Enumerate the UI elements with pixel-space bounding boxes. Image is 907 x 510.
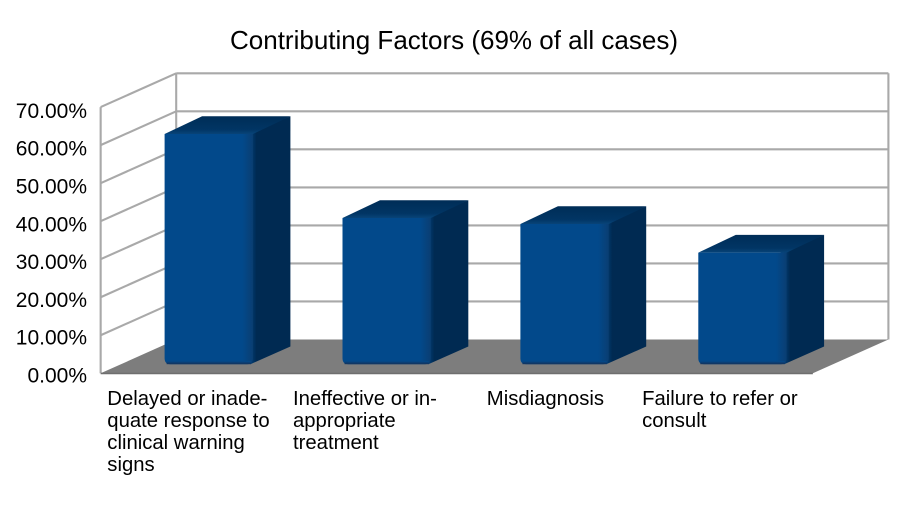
svg-text:50.00%: 50.00% — [16, 176, 87, 199]
svg-text:30.00%: 30.00% — [16, 251, 87, 274]
svg-text:40.00%: 40.00% — [16, 213, 87, 236]
svg-text:10.00%: 10.00% — [16, 327, 87, 350]
svg-text:60.00%: 60.00% — [16, 138, 87, 161]
svg-text:70.00%: 70.00% — [16, 100, 87, 123]
svg-text:0.00%: 0.00% — [27, 365, 87, 388]
svg-text:20.00%: 20.00% — [16, 289, 87, 312]
svg-text:Contributing Factors (69% of a: Contributing Factors (69% of all cases) — [230, 25, 678, 55]
